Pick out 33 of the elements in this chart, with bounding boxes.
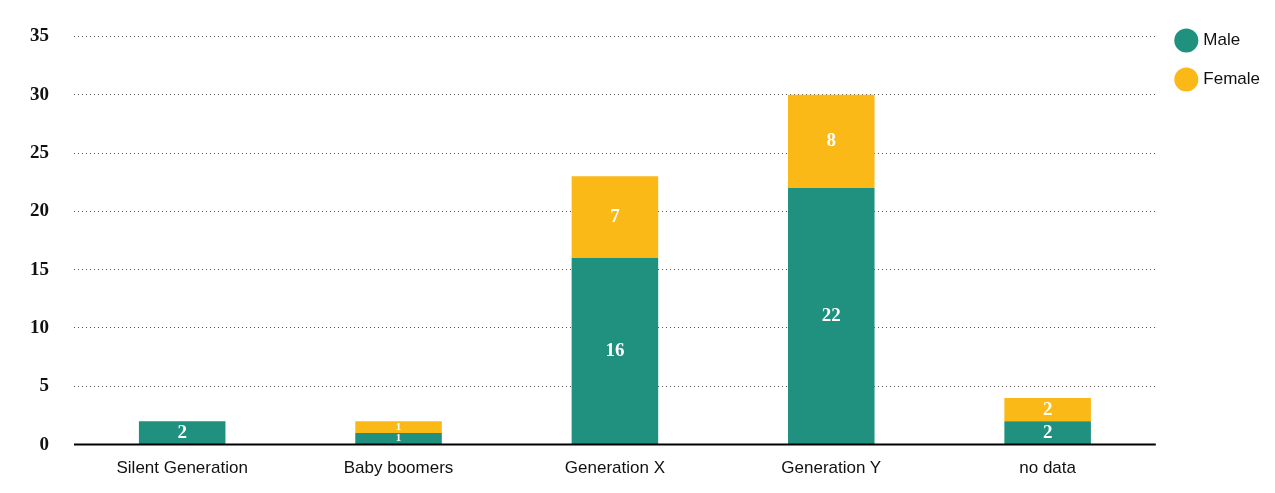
bar bbox=[788, 188, 875, 445]
bar bbox=[1004, 397, 1091, 422]
y-tick-label: 5 bbox=[39, 374, 49, 396]
bar bbox=[1004, 421, 1091, 445]
bar bbox=[571, 176, 659, 258]
bar bbox=[788, 94, 875, 189]
bar bbox=[355, 432, 442, 445]
y-tick-label: 10 bbox=[30, 315, 49, 337]
bar bbox=[138, 421, 226, 445]
y-tick-label: 15 bbox=[30, 257, 49, 279]
data-label: 7 bbox=[610, 205, 621, 227]
y-tick-label: 25 bbox=[30, 140, 49, 162]
x-tick-label: Baby boomers bbox=[343, 458, 454, 478]
bar bbox=[571, 257, 659, 445]
data-label: 2 bbox=[177, 420, 187, 442]
y-tick-label: 0 bbox=[39, 432, 49, 454]
x-tick-label: Generation Y bbox=[781, 458, 882, 478]
x-tick-label: no data bbox=[1019, 458, 1077, 478]
legend-label: Male bbox=[1203, 30, 1241, 50]
x-tick-label: Silent Generation bbox=[116, 458, 248, 478]
data-label: 1 bbox=[395, 419, 402, 432]
bar bbox=[355, 421, 442, 433]
data-label: 2 bbox=[1042, 420, 1053, 442]
y-tick-label: 30 bbox=[30, 82, 49, 104]
data-label: 16 bbox=[605, 338, 625, 360]
y-tick-label: 35 bbox=[30, 24, 49, 46]
legend-label: Female bbox=[1203, 69, 1260, 89]
data-label: 1 bbox=[395, 431, 402, 444]
x-tick-label: Generation X bbox=[564, 458, 665, 478]
data-label: 22 bbox=[821, 303, 841, 325]
data-label: 2 bbox=[1042, 397, 1053, 419]
data-label: 8 bbox=[826, 129, 837, 151]
y-tick-label: 20 bbox=[30, 199, 49, 221]
